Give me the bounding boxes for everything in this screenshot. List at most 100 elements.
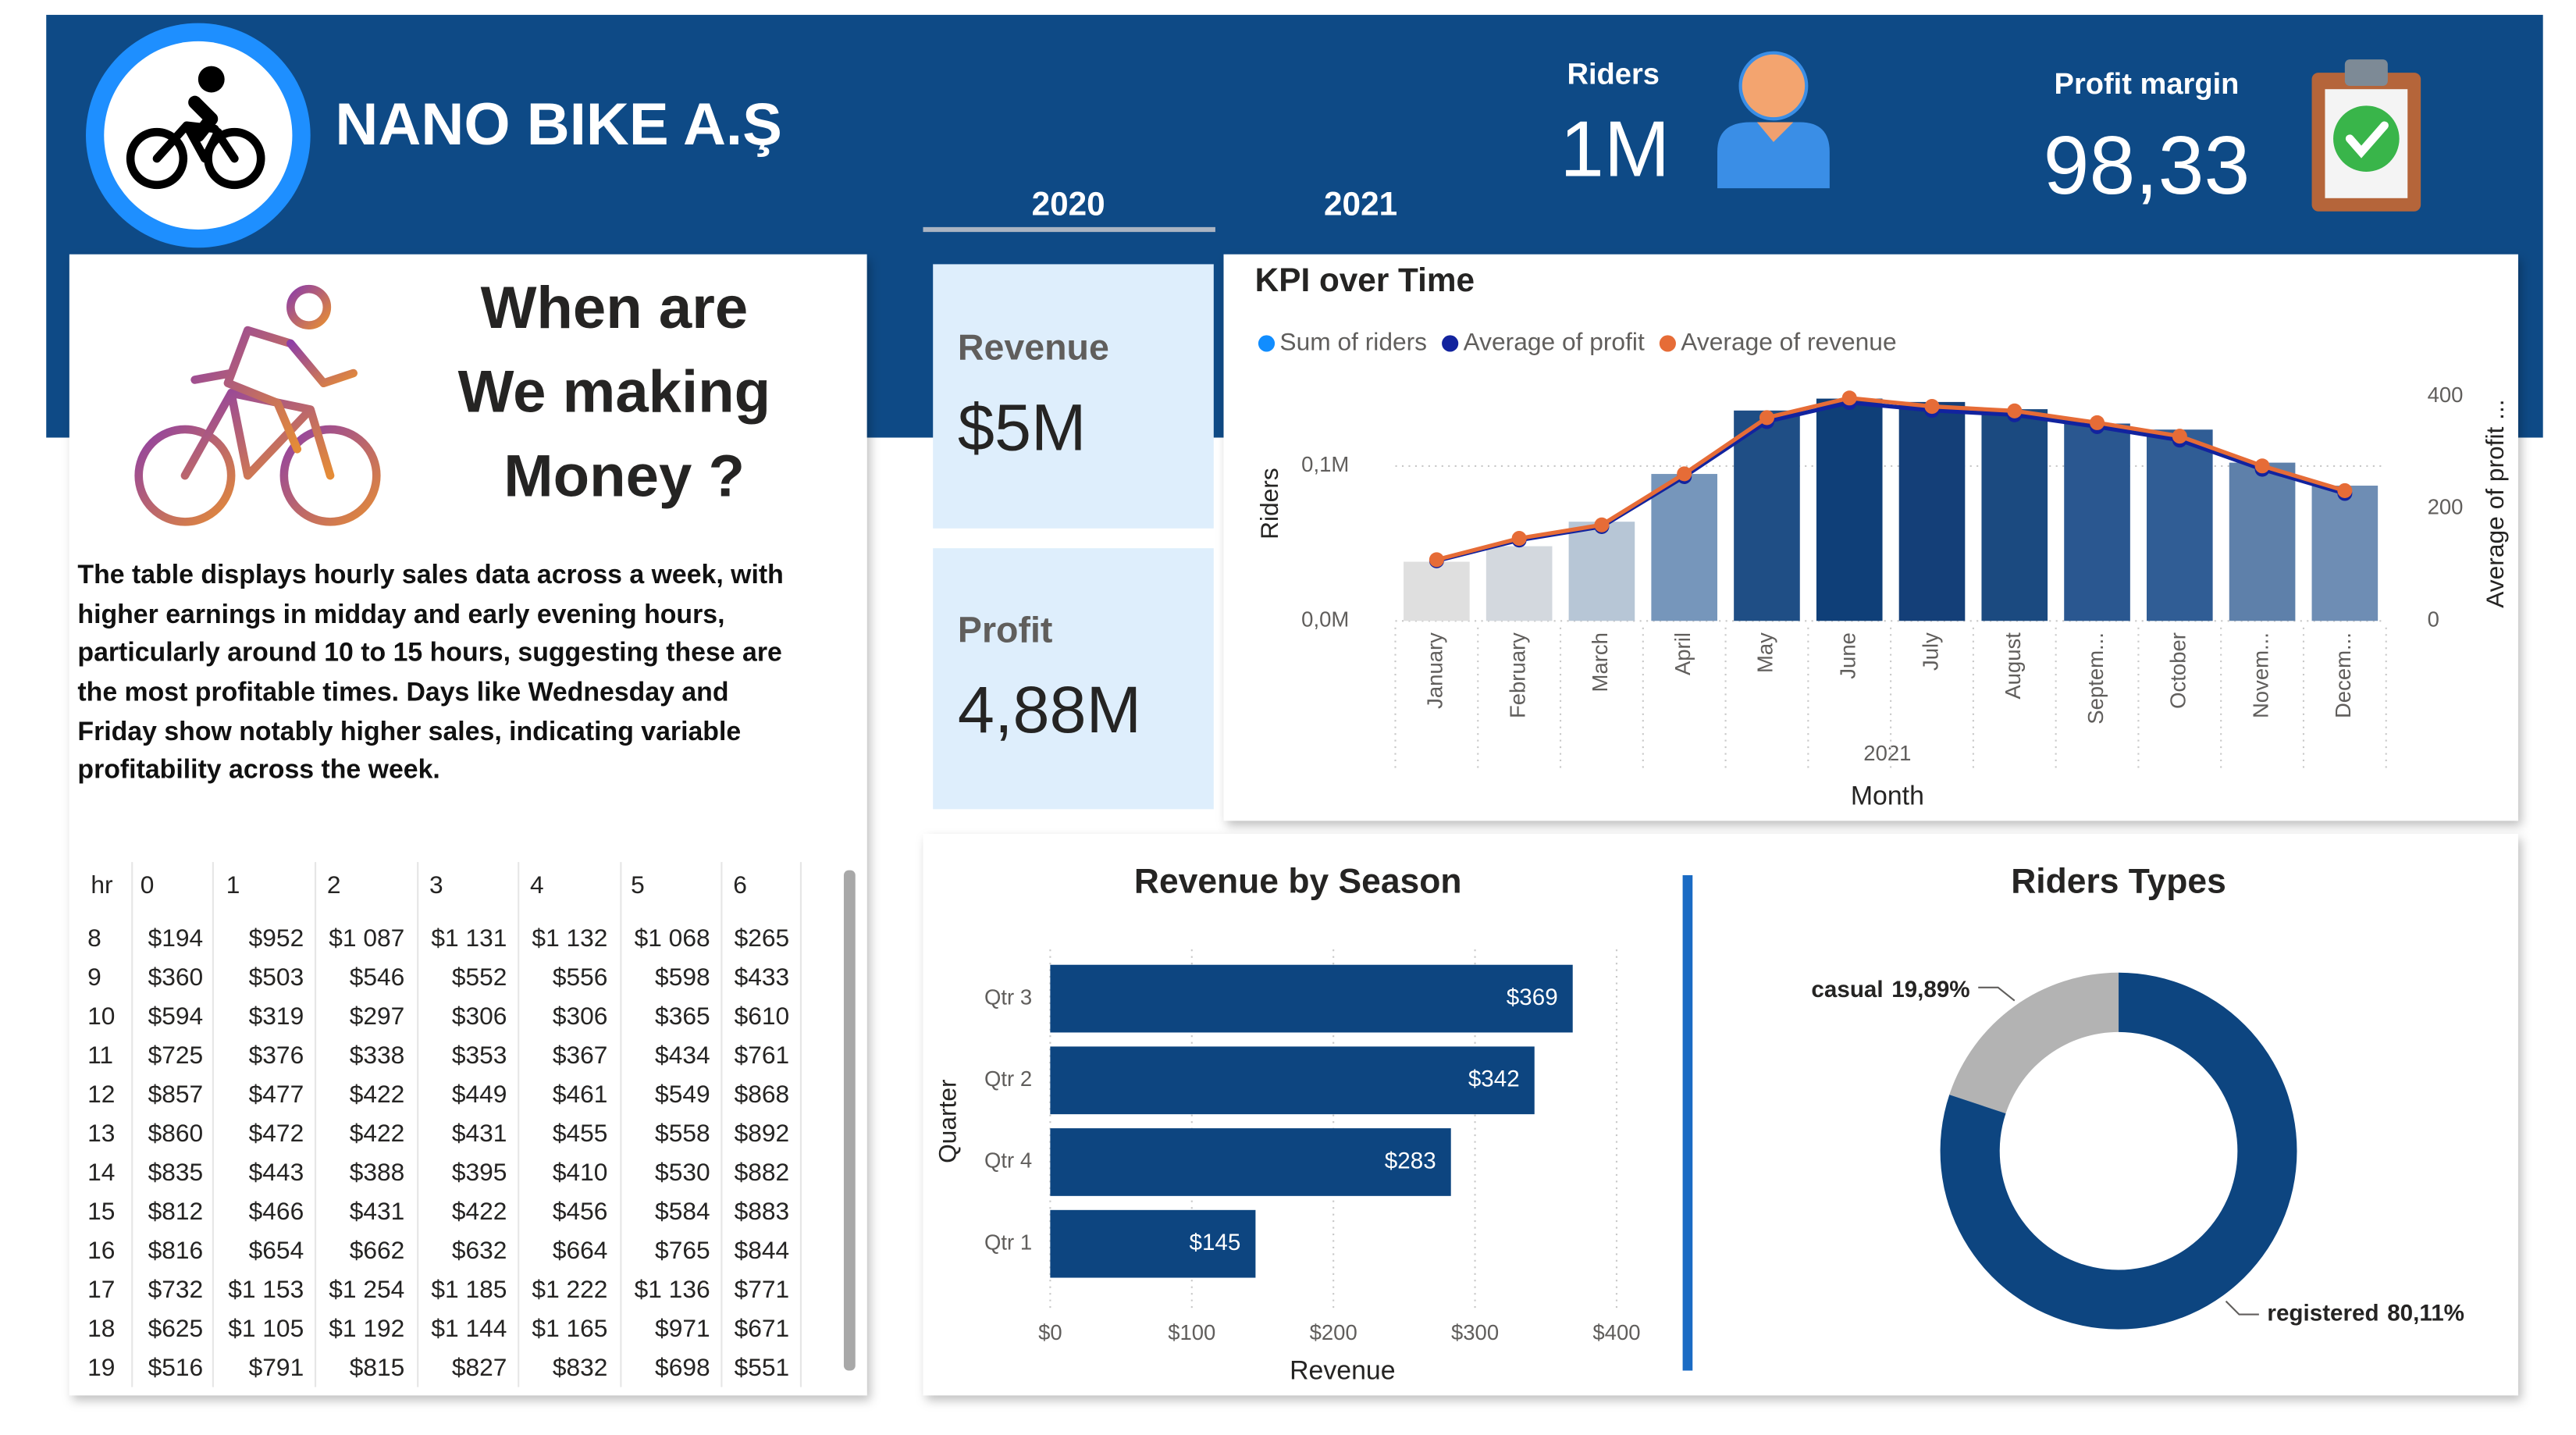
table-cell: $584 <box>655 1197 710 1225</box>
bar <box>1816 398 1883 621</box>
legend-marker <box>1258 335 1276 352</box>
table-cell: 16 <box>87 1236 115 1264</box>
table-cell: $410 <box>553 1158 608 1186</box>
table-header: hr <box>91 871 113 899</box>
leader-line <box>1978 986 2016 1002</box>
table-cell: $1 087 <box>329 924 404 952</box>
bar <box>1734 410 1800 621</box>
kpi-value: 1M <box>1560 105 1670 194</box>
table-cell: $360 <box>148 963 204 991</box>
table-cell: $472 <box>249 1119 304 1147</box>
label-value: 80,11% <box>2387 1300 2464 1326</box>
bar <box>2064 423 2130 621</box>
line-marker <box>1511 531 1527 547</box>
logo-bike <box>126 95 265 190</box>
y2-tick-label: 200 <box>2428 495 2464 519</box>
y-tick-label: 0,0M <box>1301 607 1349 632</box>
table-header: 6 <box>733 871 747 899</box>
kpi-label: Riders <box>1567 58 1659 91</box>
table-cell: $632 <box>452 1236 507 1264</box>
year-tab[interactable]: 2020 <box>1032 186 1105 223</box>
data-label: $283 <box>1385 1148 1436 1173</box>
table-header: 0 <box>141 871 155 899</box>
donut-label: registered 80,11% <box>2267 1300 2464 1326</box>
table-cell: $844 <box>735 1236 790 1264</box>
text-line: profitability across the week. <box>77 755 439 785</box>
table-cell: $546 <box>350 963 405 991</box>
card-label: Revenue <box>958 327 1109 368</box>
table-cell: $771 <box>735 1275 790 1303</box>
x-axis-title: Month <box>1851 782 1924 811</box>
table-cell: $422 <box>350 1119 405 1147</box>
x-tick-label: October <box>2166 632 2190 709</box>
text-line: higher earnings in midday and early even… <box>77 600 724 629</box>
x-tick-label: July <box>1918 632 1942 671</box>
x-tick-label: $300 <box>1451 1320 1499 1344</box>
y-axis-title: Riders <box>1255 468 1283 539</box>
table-grid <box>131 862 802 1387</box>
table-cell: $461 <box>553 1080 608 1108</box>
table-cell: 14 <box>87 1158 115 1186</box>
legend-label: Average of revenue <box>1681 327 1896 355</box>
line-marker <box>1677 466 1692 482</box>
chart-title: Revenue by Season <box>1134 862 1462 900</box>
table-cell: $698 <box>655 1353 710 1381</box>
table-cell: 9 <box>87 963 101 991</box>
year-tab[interactable]: 2021 <box>1324 186 1397 223</box>
data-label: $145 <box>1189 1230 1240 1255</box>
table-cell: $306 <box>452 1002 507 1030</box>
insight-title: When are <box>481 275 749 341</box>
x-tick-label: $0 <box>1038 1320 1062 1344</box>
table-cell: $530 <box>655 1158 710 1186</box>
label-value: 19,89% <box>1891 977 1969 1002</box>
table-cell: $551 <box>735 1353 790 1381</box>
x-group-label: 2021 <box>1863 741 1911 765</box>
line-marker <box>1429 552 1444 568</box>
table-cell: $892 <box>735 1119 790 1147</box>
text-line: particularly around 10 to 15 hours, sugg… <box>77 638 781 668</box>
bar <box>1050 964 1573 1033</box>
x-tick-label: June <box>1835 632 1859 679</box>
table-cell: $1 153 <box>228 1275 304 1303</box>
insight-text: The table displays hourly sales data acr… <box>77 560 783 785</box>
bar <box>1898 401 1966 621</box>
table-cell: 8 <box>87 924 101 952</box>
table-cell: $761 <box>735 1041 790 1069</box>
text-line: Friday show notably higher sales, indica… <box>77 717 741 746</box>
x-tick-label: January <box>1423 632 1447 709</box>
table-cell: 18 <box>87 1314 115 1342</box>
table-cell: $265 <box>735 924 790 952</box>
line-marker <box>1841 390 1857 406</box>
bar <box>1485 546 1553 621</box>
table-cell: $827 <box>452 1353 507 1381</box>
chart-title: Riders Types <box>2011 862 2226 900</box>
bar <box>1050 1209 1256 1278</box>
table-cell: $971 <box>655 1314 710 1342</box>
kpi-label: Profit margin <box>2055 68 2240 101</box>
table-cell: $443 <box>249 1158 304 1186</box>
insight-title: We making <box>458 359 771 426</box>
x-tick-label: $200 <box>1310 1320 1357 1344</box>
table-cell: $466 <box>249 1197 304 1225</box>
table-cell: $456 <box>553 1197 608 1225</box>
card-label: Profit <box>958 609 1052 650</box>
table-cell: 13 <box>87 1119 115 1147</box>
table-cell: $654 <box>249 1236 304 1264</box>
table-cell: $455 <box>553 1119 608 1147</box>
table-cell: $433 <box>735 963 790 991</box>
line-marker <box>2254 458 2270 474</box>
line-marker <box>1759 410 1774 426</box>
line-marker <box>2337 482 2353 498</box>
table-cell: $1 105 <box>228 1314 304 1342</box>
bar <box>1404 561 1470 621</box>
user-icon <box>1717 51 1830 189</box>
table-cell: $449 <box>452 1080 507 1108</box>
table-cell: $662 <box>350 1236 405 1264</box>
donut-label: casual 19,89% <box>1811 977 1969 1002</box>
table-cell: 19 <box>87 1353 115 1381</box>
line-marker <box>1594 517 1610 532</box>
x-tick-label: February <box>1505 632 1529 718</box>
scrollbar[interactable] <box>843 870 856 1371</box>
line-marker <box>2172 429 2187 444</box>
